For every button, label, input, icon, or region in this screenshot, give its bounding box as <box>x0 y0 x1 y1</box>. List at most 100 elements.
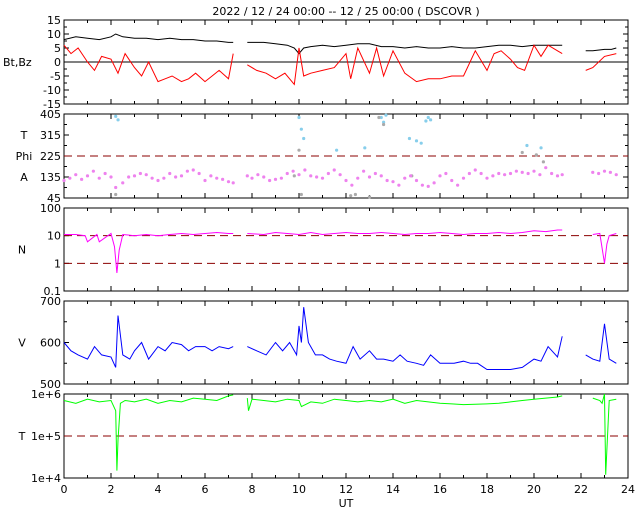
point-phi <box>426 115 430 120</box>
x-tick-label: 22 <box>574 483 588 496</box>
point-a <box>479 171 483 176</box>
point-a <box>497 171 501 176</box>
point-theta <box>297 148 301 152</box>
point-a <box>297 173 301 177</box>
point-a <box>614 173 618 177</box>
point-a <box>315 175 319 179</box>
point-a <box>456 183 460 187</box>
point-a <box>373 171 377 176</box>
y-tick-label: 5 <box>54 42 61 55</box>
point-phi <box>379 115 383 120</box>
point-a <box>385 178 389 183</box>
series-line-bz <box>63 44 617 86</box>
y-tick-label: 500 <box>40 378 61 391</box>
point-a <box>608 170 612 174</box>
point-theta <box>534 153 538 157</box>
point-a <box>508 171 513 176</box>
point-a <box>332 168 336 172</box>
x-tick-label: 6 <box>202 483 209 496</box>
point-theta <box>299 192 303 197</box>
x-tick-labels: 0 2 4 6 8 10 12 14 16 18 20 22 24 <box>61 483 636 496</box>
point-a <box>438 174 442 178</box>
point-phi <box>297 115 301 120</box>
y-tick-label: 10 <box>47 230 61 243</box>
point-a <box>514 169 518 173</box>
point-a <box>426 184 430 188</box>
series-line-speed <box>63 307 617 370</box>
point-a <box>367 175 372 179</box>
point-a <box>485 176 489 180</box>
y-tick-label: 10 <box>47 28 61 41</box>
point-a <box>226 180 231 184</box>
y-tick-label: 600 <box>40 337 61 350</box>
y-axis-label: Phi <box>16 150 33 163</box>
y-axis-label: V <box>18 337 26 350</box>
point-a <box>326 171 330 176</box>
point-a <box>221 177 225 181</box>
point-a <box>550 171 554 176</box>
y-axis-label: Bt,Bz <box>3 56 32 69</box>
x-tick-label: 18 <box>480 483 494 496</box>
y-tick-label: 225 <box>40 150 61 163</box>
series-line-temperature <box>63 393 617 475</box>
point-a <box>256 173 260 177</box>
point-a <box>520 170 524 174</box>
point-a <box>91 169 95 173</box>
point-a <box>397 183 401 187</box>
panel-frame <box>63 207 629 292</box>
point-a <box>503 173 507 177</box>
point-phi <box>407 136 412 141</box>
point-a <box>409 174 413 178</box>
x-axis-label: UT <box>339 497 354 510</box>
point-phi <box>419 141 423 145</box>
y-tick-label: 45 <box>47 192 61 205</box>
point-a <box>85 174 90 178</box>
y-axis-label: T <box>20 129 28 142</box>
point-a <box>191 168 195 172</box>
point-phi <box>114 114 118 118</box>
point-a <box>591 170 595 174</box>
x-tick-label: 20 <box>527 483 541 496</box>
point-a <box>97 176 101 180</box>
point-phi <box>116 118 120 122</box>
panel-temperature: 1e+6 1e+5 1e+4 T <box>18 388 629 485</box>
point-a <box>432 181 436 185</box>
point-a <box>68 176 72 180</box>
point-a <box>109 175 113 179</box>
point-a <box>379 174 383 178</box>
point-a <box>144 173 148 177</box>
point-a <box>444 171 448 176</box>
point-a <box>602 169 607 173</box>
y-tick-label: -5 <box>50 70 61 83</box>
point-a <box>350 183 354 187</box>
point-a <box>309 174 313 178</box>
point-a <box>538 173 542 177</box>
point-phi <box>302 136 306 141</box>
point-a <box>597 171 601 176</box>
panel-speed: 700 600 500 V <box>18 295 629 391</box>
point-theta <box>367 195 372 199</box>
point-a <box>473 168 477 172</box>
series-line-bt <box>63 33 617 55</box>
point-a <box>179 174 184 178</box>
point-theta <box>541 160 546 164</box>
point-a <box>560 173 564 177</box>
x-tick-label: 8 <box>249 483 256 496</box>
y-tick-label: -15 <box>43 98 61 111</box>
x-tick-label: 2 <box>108 483 115 496</box>
point-phi <box>335 148 339 152</box>
y-axis-label: N <box>18 244 26 257</box>
point-theta <box>520 150 524 155</box>
point-a <box>74 173 78 177</box>
point-a <box>103 171 107 176</box>
y-tick-label: 135 <box>40 171 61 184</box>
point-a <box>162 176 166 180</box>
x-tick-label: 16 <box>433 483 447 496</box>
point-a <box>121 181 125 185</box>
point-a <box>320 176 325 180</box>
point-phi <box>424 119 428 123</box>
y-tick-label: 1e+4 <box>31 472 61 485</box>
y-tick-label: 0.1 <box>44 285 62 298</box>
